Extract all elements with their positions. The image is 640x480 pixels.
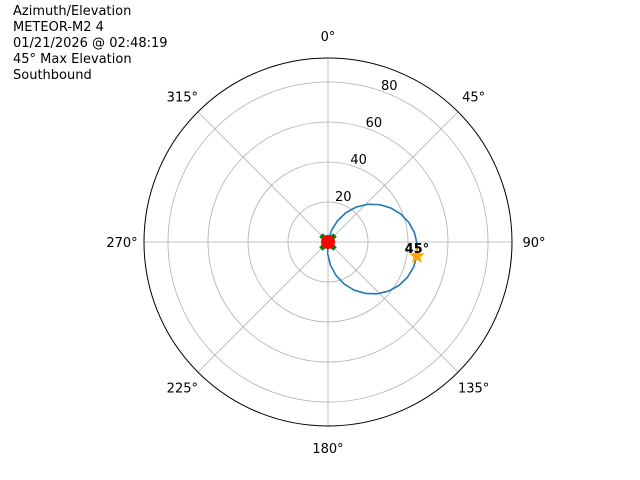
theta-gridline xyxy=(197,241,329,373)
r-gridline xyxy=(207,121,449,363)
title-line: Southbound xyxy=(13,68,92,83)
theta-tick-label: 45° xyxy=(462,90,485,105)
chart-title: Azimuth/Elevation METEOR-M2 4 01/21/2026… xyxy=(13,4,168,84)
r-tick-label: 60 xyxy=(366,116,383,131)
theta-gridline xyxy=(327,241,459,373)
title-line: 01/21/2026 @ 02:48:19 xyxy=(13,36,168,51)
theta-tick-label: 135° xyxy=(458,382,489,397)
title-line: Azimuth/Elevation xyxy=(13,4,132,19)
theta-tick-label: 315° xyxy=(167,90,198,105)
r-gridline xyxy=(287,201,369,283)
theta-tick-label: 180° xyxy=(312,442,343,457)
theta-tick-label: 0° xyxy=(321,30,336,45)
theta-tick-label: 270° xyxy=(106,236,137,251)
title-line: METEOR-M2 4 xyxy=(13,20,104,35)
title-line: 45° Max Elevation xyxy=(13,52,132,67)
r-gridline xyxy=(247,161,409,323)
theta-tick-label: 90° xyxy=(522,236,545,251)
r-tick-label: 80 xyxy=(381,79,398,94)
r-tick-label: 20 xyxy=(335,190,352,205)
end-marker xyxy=(321,235,335,249)
r-tick-label: 40 xyxy=(350,153,367,168)
r-gridline xyxy=(167,81,489,403)
theta-gridline xyxy=(197,111,329,243)
polar-frame xyxy=(143,57,513,427)
max-elevation-marker xyxy=(408,247,425,263)
theta-gridline xyxy=(327,111,459,243)
theta-tick-label: 225° xyxy=(167,382,198,397)
max-elevation-label: 45° xyxy=(405,242,430,257)
